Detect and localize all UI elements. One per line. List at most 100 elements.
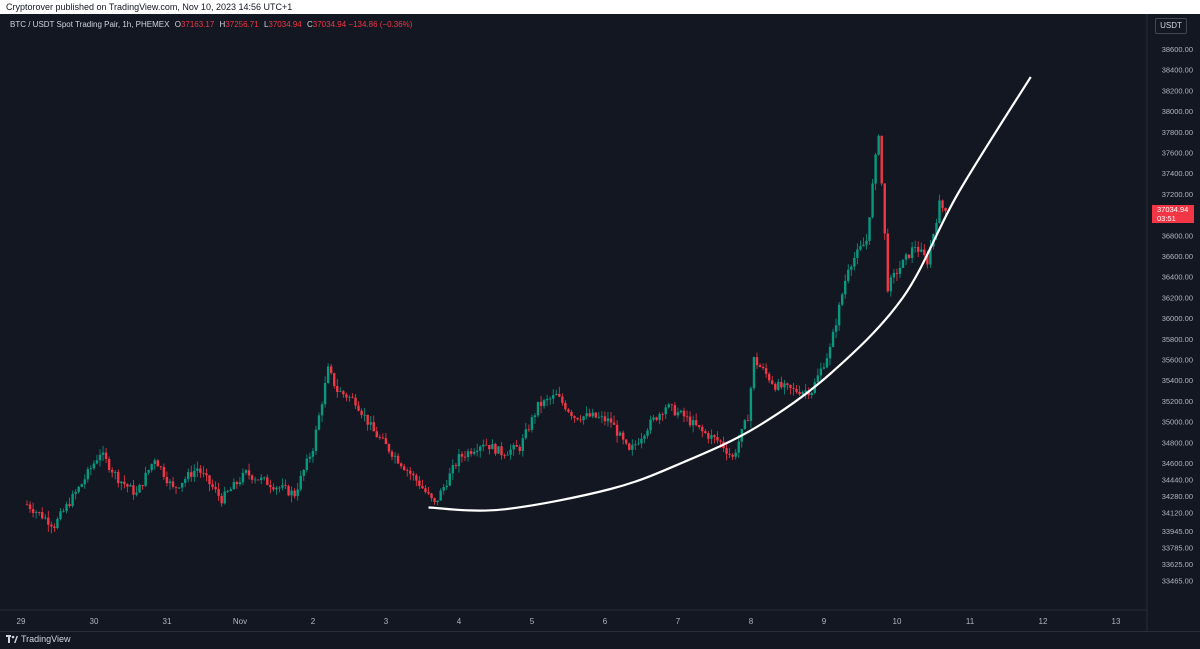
- candle-body: [725, 448, 728, 454]
- y-tick-label: 36600.00: [1162, 252, 1193, 261]
- candle-body: [479, 446, 482, 451]
- candle-body: [180, 482, 184, 488]
- candle-body: [494, 444, 497, 454]
- tradingview-logo[interactable]: TradingView: [6, 634, 71, 644]
- y-tick-label: 38000.00: [1162, 107, 1193, 116]
- candle-body: [774, 383, 777, 390]
- candle-body: [801, 391, 804, 395]
- y-tick-label: 34800.00: [1162, 438, 1193, 447]
- candle-body: [710, 435, 713, 439]
- candle-body: [226, 491, 229, 492]
- candle-body: [463, 456, 467, 458]
- candle-body: [71, 493, 74, 507]
- candle-body: [430, 493, 433, 499]
- candle-body: [120, 481, 123, 484]
- candle-body: [409, 470, 412, 474]
- candle-body: [877, 135, 880, 155]
- candle-body: [475, 450, 479, 452]
- y-tick-label: 33465.00: [1162, 576, 1193, 585]
- parabolic-curve: [428, 76, 1032, 512]
- candle-body: [588, 413, 591, 417]
- candle-body: [366, 414, 369, 425]
- candle-body: [421, 485, 424, 489]
- y-tick-label: 37200.00: [1162, 190, 1193, 199]
- candle-body: [208, 475, 211, 485]
- y-tick-label: 34440.00: [1162, 476, 1193, 485]
- candle-body: [573, 416, 576, 418]
- candle-body: [892, 272, 896, 278]
- candle-body: [889, 277, 893, 292]
- candle-body: [150, 463, 153, 470]
- candle-body: [825, 358, 829, 368]
- candle-body: [439, 490, 442, 501]
- candle-body: [862, 244, 865, 247]
- candle-body: [874, 154, 877, 184]
- candle-body: [424, 488, 427, 493]
- candle-body: [564, 402, 567, 410]
- time-axis: 29 30 31 Nov 2 3 4 5 6 7 8 9 10 11 12 13: [17, 617, 1121, 626]
- y-tick-label: 36800.00: [1162, 231, 1193, 240]
- candle-body: [153, 460, 156, 464]
- candle-body: [868, 217, 871, 241]
- price-chart[interactable]: 38600.00 38400.00 38200.00 38000.00 37800.00…: [0, 14, 1200, 631]
- symbol-label[interactable]: BTC / USDT Spot Trading Pair, 1h, PHEMEX: [10, 20, 170, 29]
- candle-body: [89, 468, 93, 470]
- candle-body: [159, 466, 163, 468]
- candle-body: [850, 266, 853, 270]
- candle-body: [25, 504, 29, 506]
- candle-body: [326, 366, 330, 384]
- candle-body: [28, 504, 32, 510]
- candle-body: [804, 390, 807, 392]
- candle-body: [795, 388, 798, 392]
- candle-body: [92, 463, 96, 469]
- y-tick-label: 33625.00: [1162, 560, 1193, 569]
- candle-body: [603, 416, 607, 422]
- candle-body: [469, 451, 473, 454]
- y-tick-label: 34600.00: [1162, 459, 1193, 468]
- candle-body: [621, 432, 625, 440]
- candle-body: [509, 449, 512, 455]
- candle-body: [713, 435, 716, 438]
- candle-body: [917, 247, 920, 252]
- candle-body: [524, 429, 528, 439]
- candle-body: [859, 246, 862, 250]
- candle-body: [929, 246, 932, 265]
- candle-body: [360, 410, 363, 416]
- x-tick-label: 29: [17, 617, 26, 626]
- candle-body: [278, 487, 281, 489]
- y-tick-label: 35800.00: [1162, 335, 1193, 344]
- candle-body: [126, 484, 129, 487]
- candle-body: [77, 486, 80, 492]
- candle-body: [701, 426, 704, 432]
- x-tick-label: 13: [1112, 617, 1121, 626]
- candle-body: [570, 411, 573, 417]
- candle-body: [819, 368, 823, 376]
- high-value: 37256.71: [225, 20, 259, 29]
- candle-body: [591, 412, 594, 417]
- currency-button[interactable]: USDT: [1155, 18, 1187, 34]
- candle-body: [637, 443, 640, 445]
- candle-body: [600, 416, 604, 418]
- candle-body: [944, 207, 947, 211]
- x-tick-label: 2: [311, 617, 316, 626]
- candle-body: [454, 465, 458, 467]
- candle-body: [287, 486, 290, 496]
- candle-countdown: 03:51: [1157, 214, 1176, 223]
- candle-body: [840, 294, 844, 305]
- candle-body: [342, 391, 345, 395]
- candle-body: [156, 460, 159, 467]
- candle-body: [883, 183, 886, 234]
- candle-body: [190, 472, 193, 477]
- candle-body: [138, 484, 141, 493]
- candle-body: [895, 272, 899, 274]
- candle-body: [418, 480, 421, 486]
- candle-body: [789, 384, 792, 389]
- candle-body: [232, 482, 236, 490]
- candle-body: [266, 477, 269, 485]
- candle-body: [542, 400, 546, 407]
- candle-body: [217, 489, 220, 496]
- candle-body: [238, 482, 242, 485]
- candle-body: [348, 396, 351, 398]
- candle-body: [442, 486, 445, 491]
- candle-body: [761, 367, 765, 369]
